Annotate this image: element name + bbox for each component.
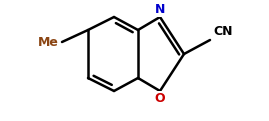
Text: Me: Me (38, 35, 59, 49)
Text: O: O (155, 92, 165, 105)
Text: CN: CN (213, 25, 232, 38)
Text: N: N (155, 3, 165, 16)
